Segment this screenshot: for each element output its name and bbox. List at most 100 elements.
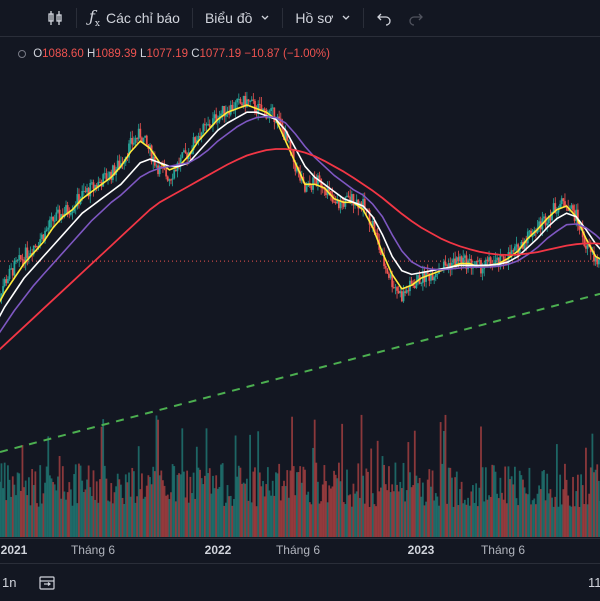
volume-bar [230, 496, 232, 537]
volume-bar [543, 470, 545, 537]
candle-body [420, 283, 422, 284]
profile-menu-button[interactable]: Hồ sơ [287, 4, 359, 32]
candlestick-chart-icon[interactable] [38, 4, 72, 32]
volume-bar [575, 491, 577, 537]
price-chart[interactable] [0, 37, 600, 537]
volume-bar [204, 476, 206, 537]
volume-bar [436, 497, 438, 537]
candle-body [340, 202, 342, 208]
volume-bar [130, 497, 132, 537]
volume-bar [483, 501, 485, 537]
chart-menu-button[interactable]: Biểu đồ [197, 4, 278, 32]
candle-body [259, 104, 261, 105]
volume-bar [427, 480, 429, 537]
candle-body [457, 257, 459, 261]
volume-bar [94, 500, 96, 537]
volume-bar [147, 475, 149, 537]
volume-bar [491, 465, 493, 537]
candle-body [86, 188, 88, 192]
volume-bar [165, 496, 167, 537]
volume-bar [254, 467, 256, 537]
trendline[interactable] [0, 294, 600, 452]
candle-body [18, 255, 20, 260]
bottom-toolbar: 1n 11 [0, 563, 600, 601]
candle-body [248, 99, 250, 101]
candle-body [12, 268, 14, 275]
candle-body [572, 205, 574, 210]
candle-body [564, 201, 566, 206]
volume-bar [175, 501, 177, 537]
volume-bar [235, 435, 237, 537]
redo-button[interactable] [400, 4, 432, 32]
candle-body [459, 256, 461, 261]
volume-bar [231, 506, 233, 537]
volume-bar [388, 466, 390, 537]
volume-bar [425, 502, 427, 537]
volume-bar [209, 468, 211, 537]
undo-button[interactable] [368, 4, 400, 32]
volume-bar [579, 507, 581, 537]
indicators-button[interactable]: ƒx Các chỉ báo [81, 4, 188, 32]
candle-body [598, 260, 600, 265]
volume-bar [569, 506, 571, 537]
volume-bar [144, 497, 146, 537]
volume-bar [441, 464, 443, 537]
volume-bar [317, 482, 319, 537]
volume-bar [97, 503, 99, 537]
volume-bar [149, 477, 151, 537]
volume-bar [490, 497, 492, 537]
volume-bar [396, 485, 398, 537]
volume-bar [332, 486, 334, 537]
volume-bar [55, 490, 57, 537]
candle-body [185, 150, 187, 153]
candle-body [403, 291, 405, 301]
volume-bar [383, 465, 385, 537]
volume-bar [341, 424, 343, 537]
candle-body [2, 286, 4, 293]
candle-body [7, 279, 9, 283]
volume-bar [285, 486, 287, 537]
volume-bar [202, 484, 204, 537]
volume-bar [378, 491, 380, 537]
volume-bar [364, 504, 366, 537]
volume-bar [264, 496, 266, 537]
date-range-icon[interactable] [38, 574, 56, 592]
volume-bar [407, 442, 409, 537]
volume-bar [194, 499, 196, 537]
candle-body [346, 196, 348, 197]
candle-body [432, 275, 434, 281]
range-button-partial[interactable]: 1n [2, 575, 16, 590]
volume-bar [159, 475, 161, 537]
candle-body [430, 275, 432, 281]
volume-bar [227, 485, 229, 537]
volume-bar [193, 473, 195, 537]
volume-bar [393, 491, 395, 537]
volume-bar [110, 483, 112, 537]
volume-bar [65, 500, 67, 537]
volume-bar [517, 505, 519, 537]
volume-bar [86, 480, 88, 537]
volume-bar [177, 475, 179, 537]
candle-body [416, 282, 418, 288]
candle-body [170, 179, 172, 180]
volume-bar [1, 463, 3, 537]
volume-bar [290, 471, 292, 537]
candle-body [406, 290, 408, 293]
candle-body [102, 174, 104, 187]
candle-body [22, 259, 24, 260]
candle-body [395, 287, 397, 288]
volume-bar [564, 464, 566, 537]
volume-bar [588, 494, 590, 537]
volume-bar [361, 415, 363, 537]
volume-bar [385, 484, 387, 537]
candle-body [433, 277, 435, 280]
volume-bar [265, 484, 267, 537]
volume-bar [261, 486, 263, 537]
moving-averages [0, 105, 600, 452]
volume-bar [377, 441, 379, 537]
volume-bar [535, 504, 537, 537]
time-axis-label: Tháng 6 [276, 543, 320, 557]
candle-body [338, 200, 340, 208]
volume-bar [306, 495, 308, 537]
